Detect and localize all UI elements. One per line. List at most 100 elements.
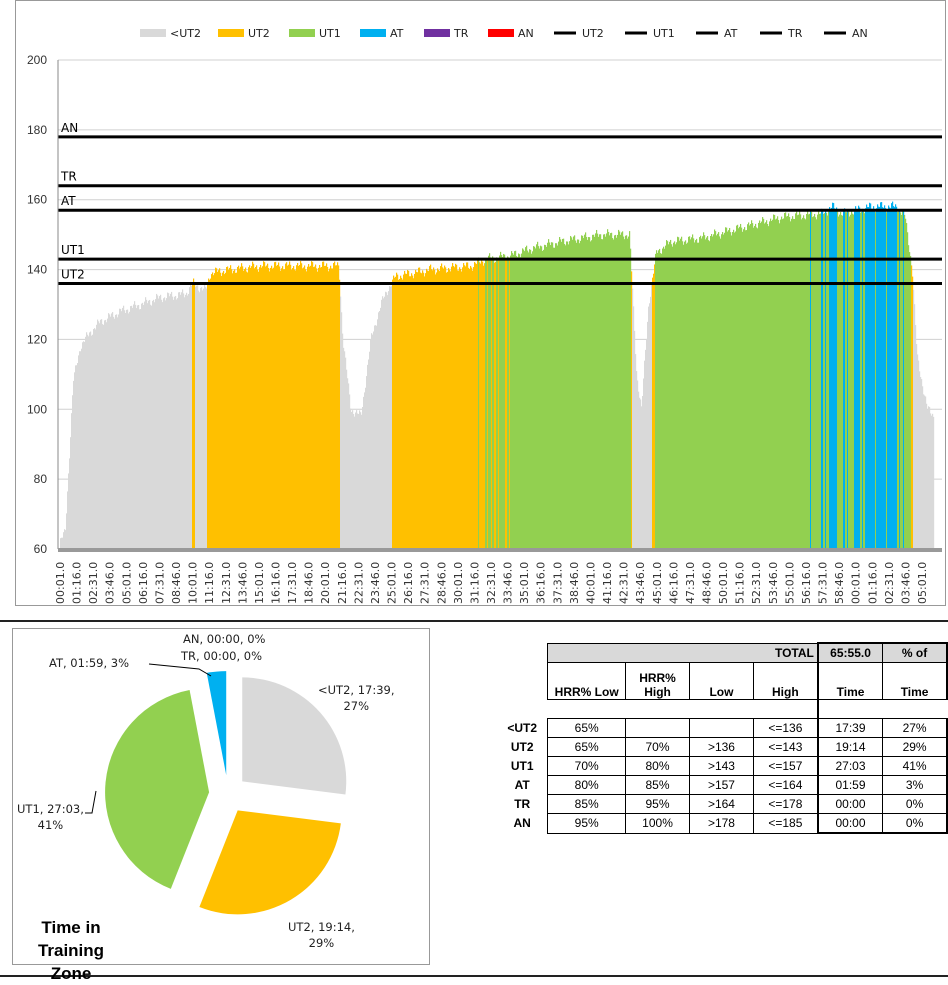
hr-bar	[733, 229, 735, 549]
hr-bar	[319, 265, 321, 549]
x-tick-label: 21:16.0	[336, 562, 349, 604]
hr-bar	[894, 207, 896, 550]
hr-bar	[404, 270, 406, 549]
hr-bar	[849, 216, 851, 549]
hr-bar	[219, 268, 221, 549]
hr-bar	[500, 251, 502, 550]
hr-bar	[729, 227, 731, 549]
hr-bar	[469, 268, 471, 549]
hr-bar	[86, 332, 88, 549]
cell-low: >157	[689, 775, 754, 795]
hr-bar	[364, 392, 366, 549]
hr-bar	[78, 355, 80, 549]
hr-bar	[421, 273, 423, 549]
hr-bar	[61, 537, 63, 549]
hr-bar	[864, 213, 866, 550]
hr-bar	[753, 227, 755, 549]
hr-bar	[799, 211, 801, 549]
cell-zone: AN	[513, 816, 531, 831]
hr-bar	[776, 218, 778, 549]
hr-bar	[853, 214, 855, 549]
hr-bar	[598, 236, 600, 550]
hr-bar	[248, 267, 250, 549]
cell-hrr-low: 65%	[547, 737, 626, 757]
hr-bar	[229, 267, 231, 549]
x-tick-label: 03:46.0	[899, 562, 912, 604]
hr-bar	[388, 291, 390, 549]
hr-bar	[66, 513, 68, 549]
x-tick-label: 06:16.0	[137, 562, 150, 604]
hr-bar	[72, 395, 74, 549]
hr-bar	[585, 232, 587, 550]
hr-bar	[538, 246, 540, 549]
hr-bar	[821, 208, 823, 549]
hr-bar	[920, 376, 922, 549]
hr-bar	[178, 292, 180, 549]
hr-bar	[315, 264, 317, 549]
hr-bar	[503, 253, 505, 549]
hr-bar	[558, 241, 560, 550]
hr-bar	[193, 278, 195, 549]
hr-bar	[505, 260, 507, 549]
hr-bar	[228, 269, 230, 549]
hr-bar	[81, 348, 83, 549]
x-tick-label: 36:16.0	[535, 562, 548, 604]
hr-bar	[175, 295, 177, 549]
hr-bar	[521, 253, 523, 550]
hr-bar	[257, 269, 259, 549]
hr-bar	[137, 305, 139, 549]
hr-bar	[131, 305, 133, 549]
hr-bar	[414, 273, 416, 549]
hr-bar	[363, 396, 365, 549]
hr-bar	[830, 208, 832, 549]
hr-bar	[713, 234, 715, 549]
hr-bar	[325, 265, 327, 549]
hr-bar	[249, 265, 251, 549]
hr-bar	[417, 272, 419, 549]
hr-bar	[401, 277, 403, 549]
hr-bar	[74, 372, 76, 549]
hr-bar	[655, 253, 657, 550]
hr-bar	[804, 218, 806, 549]
hr-bar	[671, 244, 673, 549]
hr-bar	[664, 248, 666, 549]
hr-bar	[95, 329, 97, 549]
hr-bar	[507, 256, 509, 549]
hr-bar	[560, 239, 562, 549]
hr-bar	[206, 288, 208, 549]
hr-bar	[446, 272, 448, 549]
hr-bar	[120, 308, 122, 549]
hr-bar	[922, 386, 924, 549]
hr-bar	[352, 410, 354, 549]
hr-bar	[322, 261, 324, 549]
hr-bar	[329, 268, 331, 549]
hr-bar	[589, 237, 591, 549]
y-tick-label: 80	[34, 472, 48, 486]
hr-bar	[798, 214, 800, 549]
hr-bar	[373, 331, 375, 549]
hr-bar	[535, 248, 537, 549]
hr-bar	[75, 365, 77, 549]
hr-bar	[385, 291, 387, 549]
hr-bar	[913, 289, 915, 549]
hr-bar	[209, 279, 211, 549]
hr-bar	[169, 296, 171, 549]
cell-hrr-low: 80%	[547, 775, 626, 795]
cell-zone: UT1	[510, 759, 534, 773]
hr-bar	[346, 369, 348, 549]
hr-bar	[844, 208, 846, 549]
hr-bar	[455, 263, 457, 549]
hr-bar	[702, 236, 704, 550]
cell-zone: <UT2	[507, 721, 538, 735]
hr-bar	[77, 363, 79, 549]
hr-bar	[277, 264, 279, 549]
hr-bar	[458, 270, 460, 549]
hr-bar	[811, 211, 813, 549]
hr-bar	[826, 212, 828, 549]
hr-bar	[118, 314, 120, 549]
hr-bar	[629, 231, 631, 550]
x-tick-label: 13:46.0	[236, 562, 249, 604]
hr-bar	[892, 201, 894, 549]
hr-bar	[772, 219, 774, 549]
hr-bar	[396, 272, 398, 549]
